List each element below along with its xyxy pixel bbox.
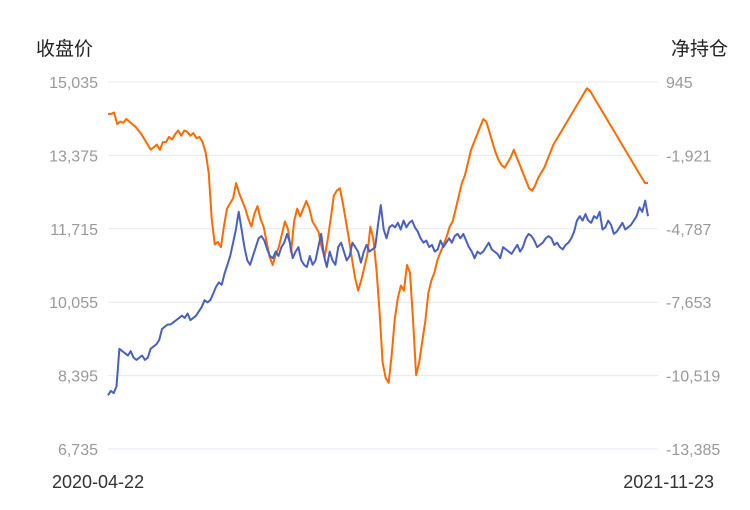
net-position-line (108, 87, 648, 384)
right-tick-label: 945 (666, 75, 693, 92)
right-axis-ticks: 945 -1,921 -4,787 -7,653 -10,519 -13,385 (666, 75, 720, 459)
series-lines (107, 87, 649, 396)
left-tick-label: 13,375 (49, 148, 98, 165)
left-tick-label: 10,055 (49, 295, 98, 312)
right-tick-label: -13,385 (666, 442, 720, 459)
right-tick-label: -4,787 (666, 222, 711, 239)
left-axis-title: 收盘价 (36, 38, 93, 60)
right-axis-title: 净持仓 (671, 38, 728, 60)
right-tick-label: -7,653 (666, 295, 711, 312)
right-tick-label: -10,519 (666, 369, 720, 386)
left-axis-ticks: 15,035 13,375 11,715 10,055 8,395 6,735 (49, 75, 98, 459)
left-tick-label: 15,035 (49, 75, 98, 92)
right-tick-label: -1,921 (666, 148, 711, 165)
left-tick-label: 11,715 (50, 222, 98, 239)
gridlines (108, 81, 658, 450)
left-tick-label: 6,735 (58, 442, 98, 459)
x-tick-end: 2021-11-23 (623, 472, 714, 492)
left-tick-label: 8,395 (58, 369, 98, 386)
x-tick-start: 2020-04-22 (52, 472, 144, 492)
close-price-line (107, 199, 649, 396)
